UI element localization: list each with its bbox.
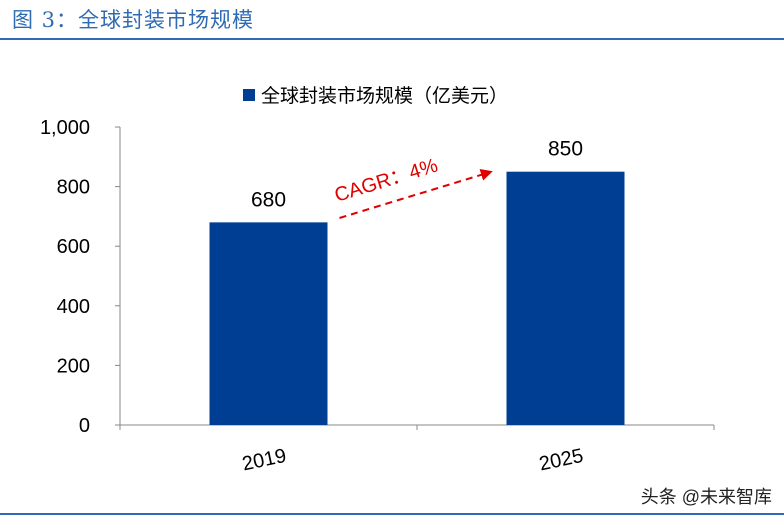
chart-legend: 全球封装市场规模（亿美元）: [243, 81, 508, 108]
legend-swatch: [243, 88, 255, 101]
y-tick-label: 800: [57, 177, 90, 199]
legend-label: 全球封装市场规模（亿美元）: [261, 86, 509, 107]
y-tick-label: 1,000: [40, 117, 90, 139]
cagr-arrow: [339, 169, 493, 219]
y-tick-label: 200: [57, 355, 90, 377]
y-tick-label: 600: [57, 236, 90, 258]
source-watermark: 头条 @未来智库: [640, 487, 772, 507]
top-divider: [0, 38, 784, 40]
y-tick-label: 400: [57, 296, 90, 318]
x-tick-label: 2019: [240, 445, 288, 476]
bar: [209, 222, 328, 425]
bar: [506, 171, 625, 425]
figure-title: 图 3：全球封装市场规模: [12, 8, 255, 32]
bottom-divider: [0, 513, 784, 515]
bar-value-label: 680: [251, 188, 286, 211]
y-tick-label: 0: [79, 415, 90, 437]
cagr-label: CAGR：4%: [332, 154, 441, 206]
bar-value-label: 850: [548, 138, 583, 161]
x-tick-label: 2025: [537, 445, 585, 476]
